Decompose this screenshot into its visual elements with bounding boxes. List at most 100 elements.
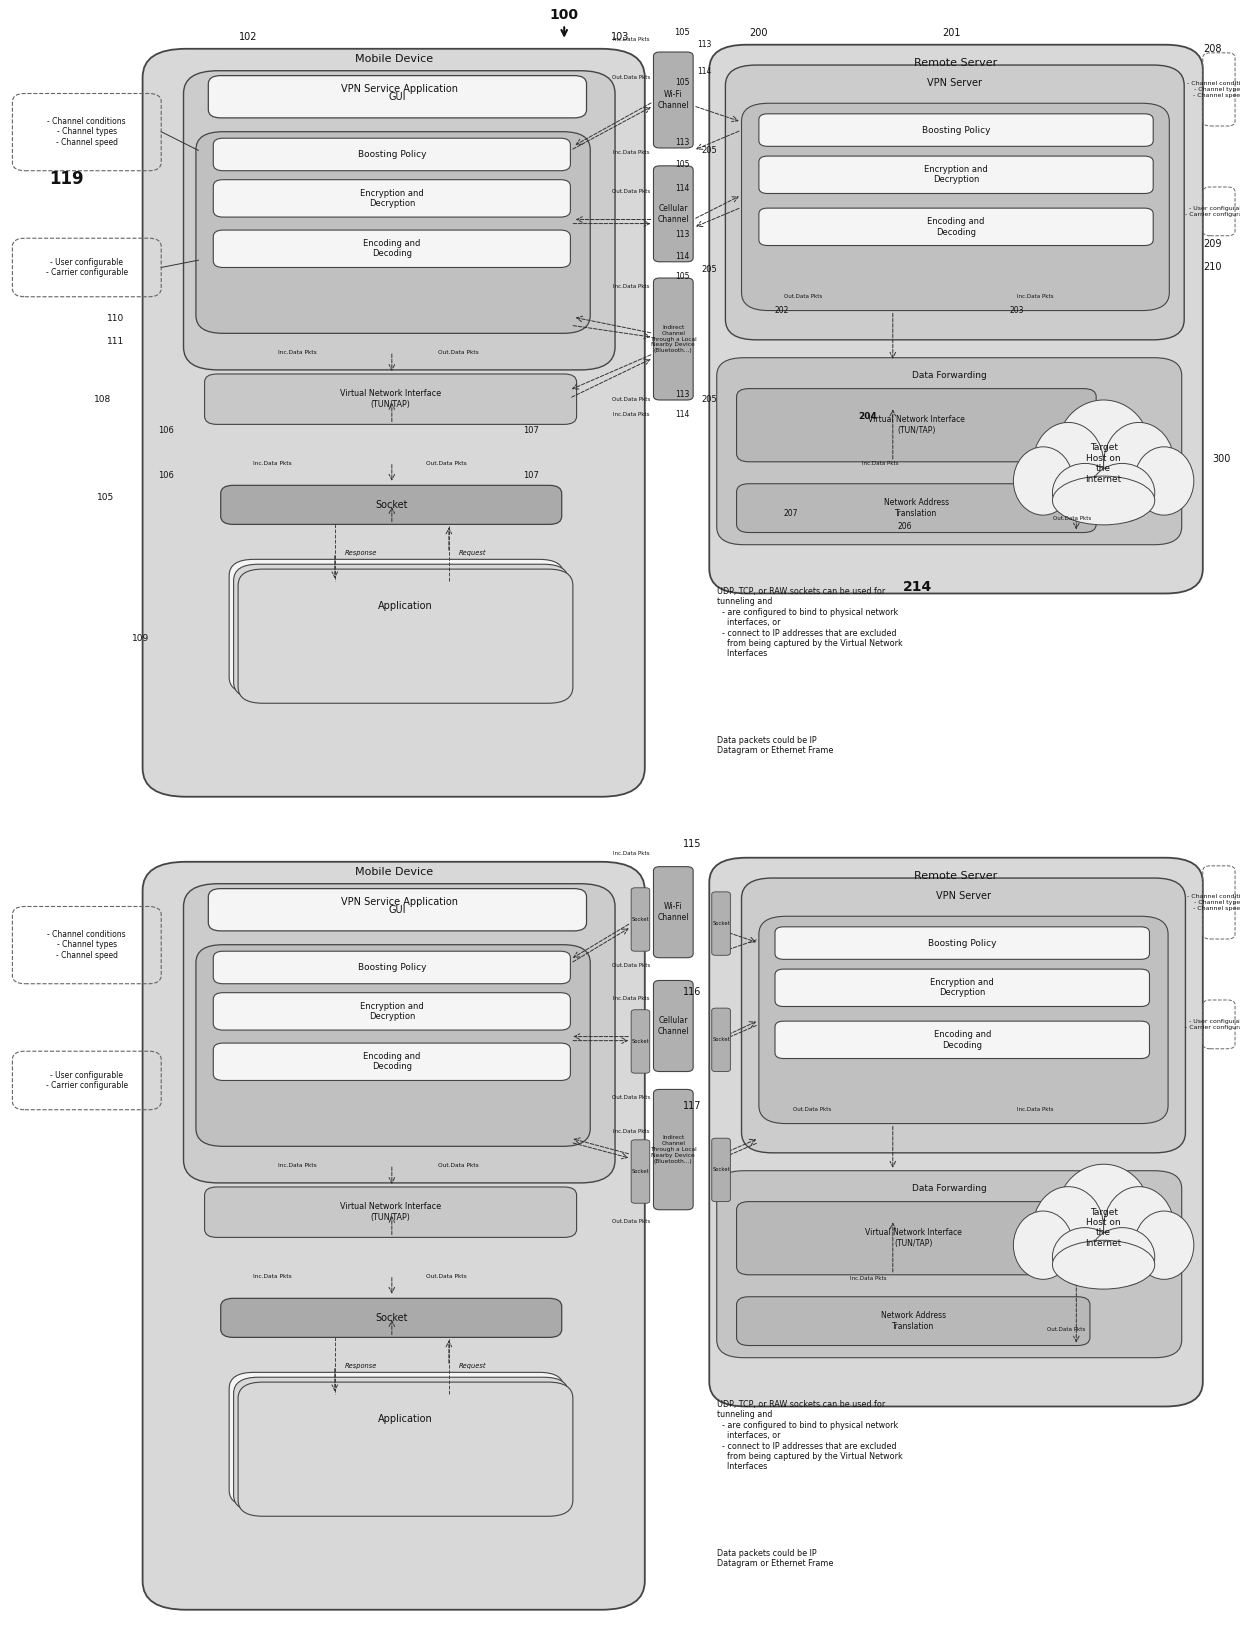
Text: 117: 117	[683, 1101, 701, 1111]
FancyBboxPatch shape	[184, 70, 615, 369]
Text: Data Forwarding: Data Forwarding	[911, 371, 987, 380]
Ellipse shape	[1135, 447, 1194, 515]
Text: - User configurable
- Carrier configurable: - User configurable - Carrier configurab…	[1185, 207, 1240, 216]
Ellipse shape	[1056, 1164, 1149, 1262]
Text: VPN Service Application: VPN Service Application	[341, 83, 458, 94]
Ellipse shape	[1056, 400, 1149, 498]
Text: 209: 209	[1204, 239, 1221, 249]
Text: 106: 106	[157, 472, 174, 480]
FancyBboxPatch shape	[143, 862, 645, 1610]
Text: Inc.Data Pkts: Inc.Data Pkts	[849, 1275, 887, 1281]
Ellipse shape	[1053, 1228, 1117, 1286]
FancyBboxPatch shape	[208, 76, 587, 119]
Text: 102: 102	[239, 31, 257, 42]
FancyBboxPatch shape	[213, 951, 570, 984]
FancyBboxPatch shape	[775, 969, 1149, 1006]
FancyBboxPatch shape	[238, 569, 573, 702]
FancyBboxPatch shape	[712, 1008, 730, 1072]
Text: 107: 107	[523, 426, 539, 436]
Text: 105: 105	[675, 78, 689, 88]
Text: Application: Application	[378, 600, 433, 611]
Text: Encryption and
Decryption: Encryption and Decryption	[930, 979, 994, 997]
Text: Out.Data Pkts: Out.Data Pkts	[611, 1094, 650, 1101]
FancyBboxPatch shape	[196, 132, 590, 333]
Text: Socket: Socket	[631, 1039, 650, 1044]
Text: - Channel conditions
- Channel types
- Channel speed: - Channel conditions - Channel types - C…	[1187, 894, 1240, 911]
Text: 108: 108	[94, 395, 112, 405]
FancyBboxPatch shape	[653, 278, 693, 400]
Text: 208: 208	[1204, 44, 1221, 54]
FancyBboxPatch shape	[213, 1044, 570, 1080]
Text: Out.Data Pkts: Out.Data Pkts	[611, 189, 650, 193]
FancyBboxPatch shape	[213, 229, 570, 268]
FancyBboxPatch shape	[717, 358, 1182, 545]
Text: VPN Service Application: VPN Service Application	[341, 896, 458, 907]
Text: Out.Data Pkts: Out.Data Pkts	[1048, 1327, 1085, 1332]
Text: Wi-Fi
Channel: Wi-Fi Channel	[657, 91, 689, 109]
Text: 110: 110	[107, 314, 124, 324]
Text: Out.Data Pkts: Out.Data Pkts	[427, 1273, 466, 1280]
Text: Out.Data Pkts: Out.Data Pkts	[439, 1163, 479, 1169]
Ellipse shape	[1053, 476, 1154, 525]
Text: 113: 113	[675, 229, 689, 239]
Text: 200: 200	[750, 28, 768, 37]
Text: Encryption and
Decryption: Encryption and Decryption	[924, 166, 988, 184]
FancyBboxPatch shape	[184, 885, 615, 1184]
Text: Inc.Data Pkts: Inc.Data Pkts	[278, 350, 317, 356]
FancyBboxPatch shape	[631, 888, 650, 951]
Text: Response: Response	[345, 550, 377, 556]
Text: Cellular
Channel: Cellular Channel	[657, 1016, 689, 1036]
FancyBboxPatch shape	[759, 114, 1153, 146]
Text: Remote Server: Remote Server	[914, 57, 998, 68]
Ellipse shape	[1053, 463, 1117, 522]
Text: 204: 204	[858, 411, 878, 421]
FancyBboxPatch shape	[712, 891, 730, 956]
Text: Request: Request	[459, 550, 486, 556]
FancyBboxPatch shape	[725, 65, 1184, 340]
Text: Inc.Data Pkts: Inc.Data Pkts	[253, 460, 293, 467]
Text: Inc.Data Pkts: Inc.Data Pkts	[614, 150, 650, 156]
Text: Boosting Policy: Boosting Policy	[357, 963, 427, 972]
FancyBboxPatch shape	[709, 859, 1203, 1406]
FancyBboxPatch shape	[233, 1377, 568, 1512]
Text: Inc.Data Pkts: Inc.Data Pkts	[1017, 1107, 1054, 1112]
Text: VPN Server: VPN Server	[928, 78, 982, 88]
Text: 114: 114	[675, 410, 689, 420]
Text: 119: 119	[50, 169, 84, 189]
FancyBboxPatch shape	[653, 867, 693, 958]
Text: Inc.Data Pkts: Inc.Data Pkts	[614, 36, 650, 42]
FancyBboxPatch shape	[712, 1138, 730, 1202]
Text: VPN Server: VPN Server	[936, 891, 991, 901]
Text: Data packets could be IP
Datagram or Ethernet Frame: Data packets could be IP Datagram or Eth…	[717, 1548, 833, 1567]
FancyBboxPatch shape	[742, 878, 1185, 1153]
FancyBboxPatch shape	[759, 917, 1168, 1124]
Text: Encryption and
Decryption: Encryption and Decryption	[360, 189, 424, 208]
FancyBboxPatch shape	[742, 104, 1169, 311]
Text: Encryption and
Decryption: Encryption and Decryption	[360, 1002, 424, 1021]
Text: Inc.Data Pkts: Inc.Data Pkts	[253, 1273, 293, 1280]
FancyBboxPatch shape	[208, 888, 587, 930]
FancyBboxPatch shape	[213, 180, 570, 218]
FancyBboxPatch shape	[759, 156, 1153, 193]
Text: Out.Data Pkts: Out.Data Pkts	[427, 460, 466, 467]
FancyBboxPatch shape	[737, 1202, 1090, 1275]
Text: Out.Data Pkts: Out.Data Pkts	[1054, 515, 1091, 522]
Text: 300: 300	[1213, 454, 1230, 465]
Text: 203: 203	[1009, 306, 1024, 315]
Text: Mobile Device: Mobile Device	[355, 867, 433, 876]
FancyBboxPatch shape	[205, 374, 577, 424]
FancyBboxPatch shape	[653, 166, 693, 262]
Text: Socket: Socket	[631, 1169, 650, 1174]
Ellipse shape	[1013, 447, 1073, 515]
Text: 114: 114	[675, 252, 689, 260]
Text: Out.Data Pkts: Out.Data Pkts	[439, 350, 479, 356]
Text: Inc.Data Pkts: Inc.Data Pkts	[614, 411, 650, 418]
Text: - Channel conditions
- Channel types
- Channel speed: - Channel conditions - Channel types - C…	[1187, 81, 1240, 98]
Text: 201: 201	[942, 28, 960, 37]
Text: - Channel conditions
- Channel types
- Channel speed: - Channel conditions - Channel types - C…	[47, 930, 126, 959]
Ellipse shape	[1104, 1187, 1174, 1268]
Text: 205: 205	[701, 265, 717, 275]
FancyBboxPatch shape	[205, 1187, 577, 1237]
Text: Socket: Socket	[374, 1312, 408, 1324]
Text: 105: 105	[675, 28, 689, 37]
